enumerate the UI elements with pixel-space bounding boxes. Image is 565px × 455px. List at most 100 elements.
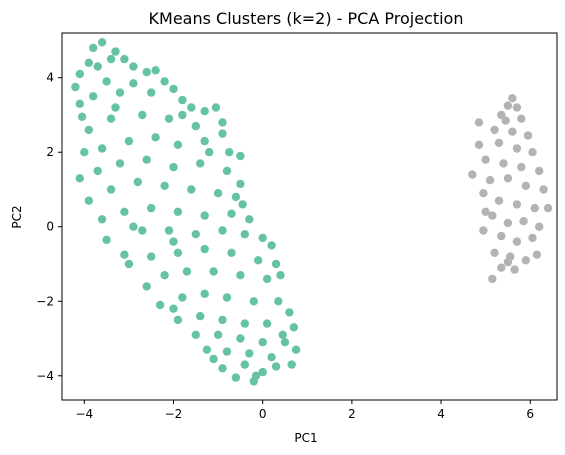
cluster-0-point [76, 174, 84, 182]
cluster-0-point [201, 211, 209, 219]
cluster-0-point [165, 226, 173, 234]
cluster-0-point [241, 319, 249, 327]
cluster-0-point [147, 204, 155, 212]
cluster-1-point [475, 118, 483, 126]
cluster-0-point [98, 215, 106, 223]
cluster-0-point [160, 182, 168, 190]
cluster-1-point [510, 265, 518, 273]
cluster-0-point [209, 355, 217, 363]
cluster-0-point [279, 331, 287, 339]
cluster-0-point [274, 297, 282, 305]
cluster-0-point [174, 316, 182, 324]
cluster-0-point [272, 260, 280, 268]
cluster-1-point [497, 232, 505, 240]
cluster-0-point [125, 137, 133, 145]
cluster-0-point [116, 88, 124, 96]
cluster-1-point [475, 141, 483, 149]
cluster-0-point [174, 208, 182, 216]
cluster-0-point [263, 319, 271, 327]
cluster-0-point [174, 141, 182, 149]
cluster-0-point [267, 241, 275, 249]
cluster-0-point [129, 62, 137, 70]
cluster-1-point [490, 126, 498, 134]
cluster-0-point [107, 185, 115, 193]
cluster-0-point [120, 208, 128, 216]
cluster-0-point [236, 334, 244, 342]
cluster-0-point [227, 210, 235, 218]
cluster-1-point [531, 204, 539, 212]
cluster-0-point [71, 83, 79, 91]
cluster-0-point [254, 256, 262, 264]
cluster-1-point [517, 115, 525, 123]
x-tick-label: −4 [75, 407, 93, 421]
cluster-1-point [504, 258, 512, 266]
cluster-1-point [539, 185, 547, 193]
cluster-0-point [94, 167, 102, 175]
cluster-0-point [169, 163, 177, 171]
cluster-0-point [89, 44, 97, 52]
cluster-0-point [227, 249, 235, 257]
cluster-0-point [276, 271, 284, 279]
cluster-0-point [120, 55, 128, 63]
cluster-1-point [524, 131, 532, 139]
cluster-0-point [187, 103, 195, 111]
x-tick-label: 2 [348, 407, 356, 421]
cluster-1-point [535, 223, 543, 231]
cluster-1-point [488, 275, 496, 283]
cluster-1-point [481, 208, 489, 216]
cluster-1-point [513, 103, 521, 111]
cluster-0-point [134, 178, 142, 186]
cluster-0-point [223, 167, 231, 175]
cluster-0-point [129, 79, 137, 87]
cluster-0-point [288, 360, 296, 368]
cluster-1-point [522, 256, 530, 264]
cluster-0-point [169, 85, 177, 93]
cluster-0-point [218, 316, 226, 324]
cluster-0-point [212, 103, 220, 111]
cluster-0-point [196, 312, 204, 320]
y-tick-label: 2 [46, 145, 54, 159]
x-tick-label: 4 [437, 407, 445, 421]
cluster-0-point [116, 159, 124, 167]
cluster-0-point [178, 111, 186, 119]
cluster-1-point [535, 167, 543, 175]
cluster-0-point [201, 137, 209, 145]
cluster-0-point [201, 107, 209, 115]
cluster-0-point [218, 364, 226, 372]
cluster-0-point [80, 148, 88, 156]
y-tick-label: −2 [36, 294, 54, 308]
cluster-0-point [151, 133, 159, 141]
cluster-0-point [236, 271, 244, 279]
cluster-1-point [508, 94, 516, 102]
cluster-0-point [143, 68, 151, 76]
cluster-0-point [292, 346, 300, 354]
cluster-1-point [479, 189, 487, 197]
cluster-0-point [203, 346, 211, 354]
cluster-0-point [138, 226, 146, 234]
cluster-0-point [245, 349, 253, 357]
cluster-0-point [201, 245, 209, 253]
cluster-0-point [125, 260, 133, 268]
cluster-0-point [218, 129, 226, 137]
cluster-1-point [486, 176, 494, 184]
cluster-0-point [187, 185, 195, 193]
cluster-1-point [495, 139, 503, 147]
cluster-1-point [513, 200, 521, 208]
cluster-0-point [107, 55, 115, 63]
y-tick-label: 0 [46, 220, 54, 234]
cluster-0-point [78, 113, 86, 121]
cluster-0-point [160, 77, 168, 85]
x-tick-label: 0 [259, 407, 267, 421]
cluster-1-point [497, 264, 505, 272]
cluster-0-point [272, 362, 280, 370]
x-tick-label: 6 [526, 407, 534, 421]
cluster-0-point [156, 301, 164, 309]
cluster-0-point [209, 267, 217, 275]
cluster-0-point [102, 236, 110, 244]
cluster-0-point [160, 271, 168, 279]
cluster-0-point [147, 252, 155, 260]
cluster-1-point [502, 116, 510, 124]
cluster-0-point [192, 331, 200, 339]
cluster-1-point [499, 159, 507, 167]
